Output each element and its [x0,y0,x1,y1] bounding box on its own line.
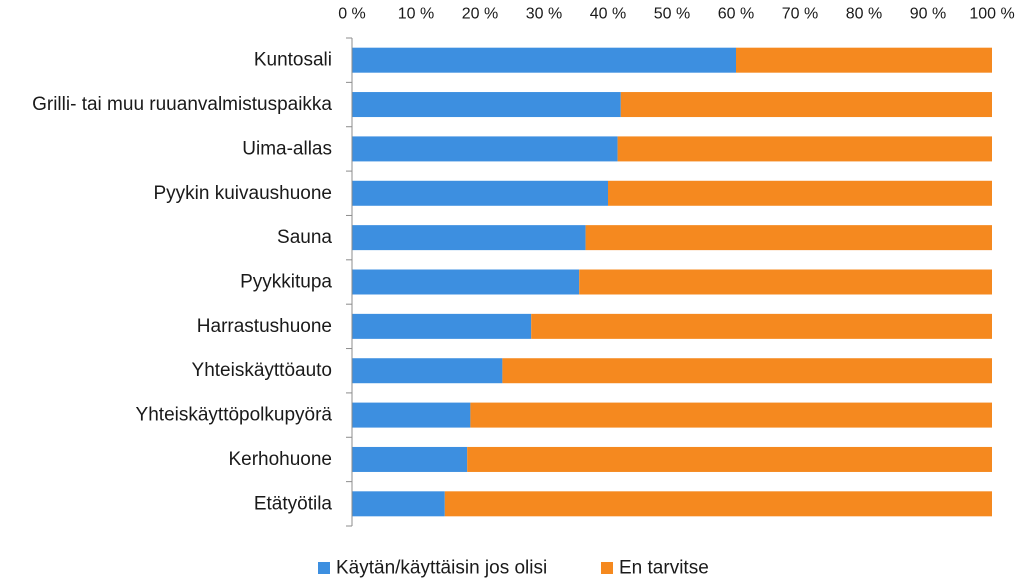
bar-kaytan-0 [352,47,736,73]
x-axis-ticks: 0 % 10 % 20 % 30 % 40 % 50 % 60 % 70 % 80 % 90 % 1… [338,6,1014,23]
legend-swatch-en-tarvitse [601,562,613,574]
x-tick-label: 40 % [590,6,626,23]
bar-kaytan-8 [352,402,471,428]
bar-kaytan-4 [352,225,586,251]
x-tick-label: 90 % [910,6,946,23]
x-tick-label: 0 % [338,6,366,23]
bar-en-tarvitse-10 [444,491,992,517]
y-tick-label: Grilli- tai muu ruuanvalmistuspaikka [32,94,332,115]
y-tick-label: Kerhohuone [228,449,332,470]
bar-en-tarvitse-5 [579,269,992,295]
x-tick-label: 50 % [654,6,690,23]
y-tick-label: Yhteiskäyttöpolkupyörä [136,405,333,426]
x-tick-label: 80 % [846,6,882,23]
bar-kaytan-5 [352,269,580,295]
x-tick-label: 30 % [526,6,562,23]
legend: Käytän/käyttäisin jos olisi En tarvitse [318,558,709,579]
x-tick-label: 100 % [969,6,1014,23]
bar-en-tarvitse-8 [470,402,992,428]
y-tick-label: Pyykkitupa [240,272,332,293]
bar-kaytan-2 [352,136,618,162]
bar-kaytan-9 [352,446,468,472]
bar-en-tarvitse-0 [736,47,992,73]
y-tick-label: Sauna [277,227,332,248]
y-tick-label: Harrastushuone [197,316,332,337]
x-tick-label: 10 % [398,6,434,23]
bar-en-tarvitse-2 [617,136,992,162]
y-axis-labels: Kuntosali Grilli- tai muu ruuanvalmistusp… [32,50,332,515]
x-tick-label: 20 % [462,6,498,23]
y-tick-label: Yhteiskäyttöauto [192,360,332,381]
bar-kaytan-1 [352,92,621,118]
bar-en-tarvitse-6 [531,313,992,339]
y-tick-label: Pyykin kuivaushuone [154,183,333,204]
legend-label-en-tarvitse: En tarvitse [619,558,709,579]
bar-kaytan-6 [352,313,532,339]
bar-en-tarvitse-3 [608,180,992,206]
bar-kaytan-10 [352,491,445,517]
legend-swatch-kaytan [318,562,330,574]
bar-en-tarvitse-4 [585,225,992,251]
x-tick-label: 60 % [718,6,754,23]
x-tick-label: 70 % [782,6,818,23]
bar-en-tarvitse-1 [620,92,992,118]
bar-en-tarvitse-9 [467,446,992,472]
legend-label-kaytan: Käytän/käyttäisin jos olisi [336,558,547,579]
bar-kaytan-3 [352,180,608,206]
y-tick-label: Etätyötila [254,493,333,514]
bar-en-tarvitse-7 [502,358,992,384]
plot-area [346,37,992,527]
y-tick-label: Uima-allas [242,138,332,159]
y-tick-label: Kuntosali [254,50,332,71]
bar-kaytan-7 [352,358,503,384]
